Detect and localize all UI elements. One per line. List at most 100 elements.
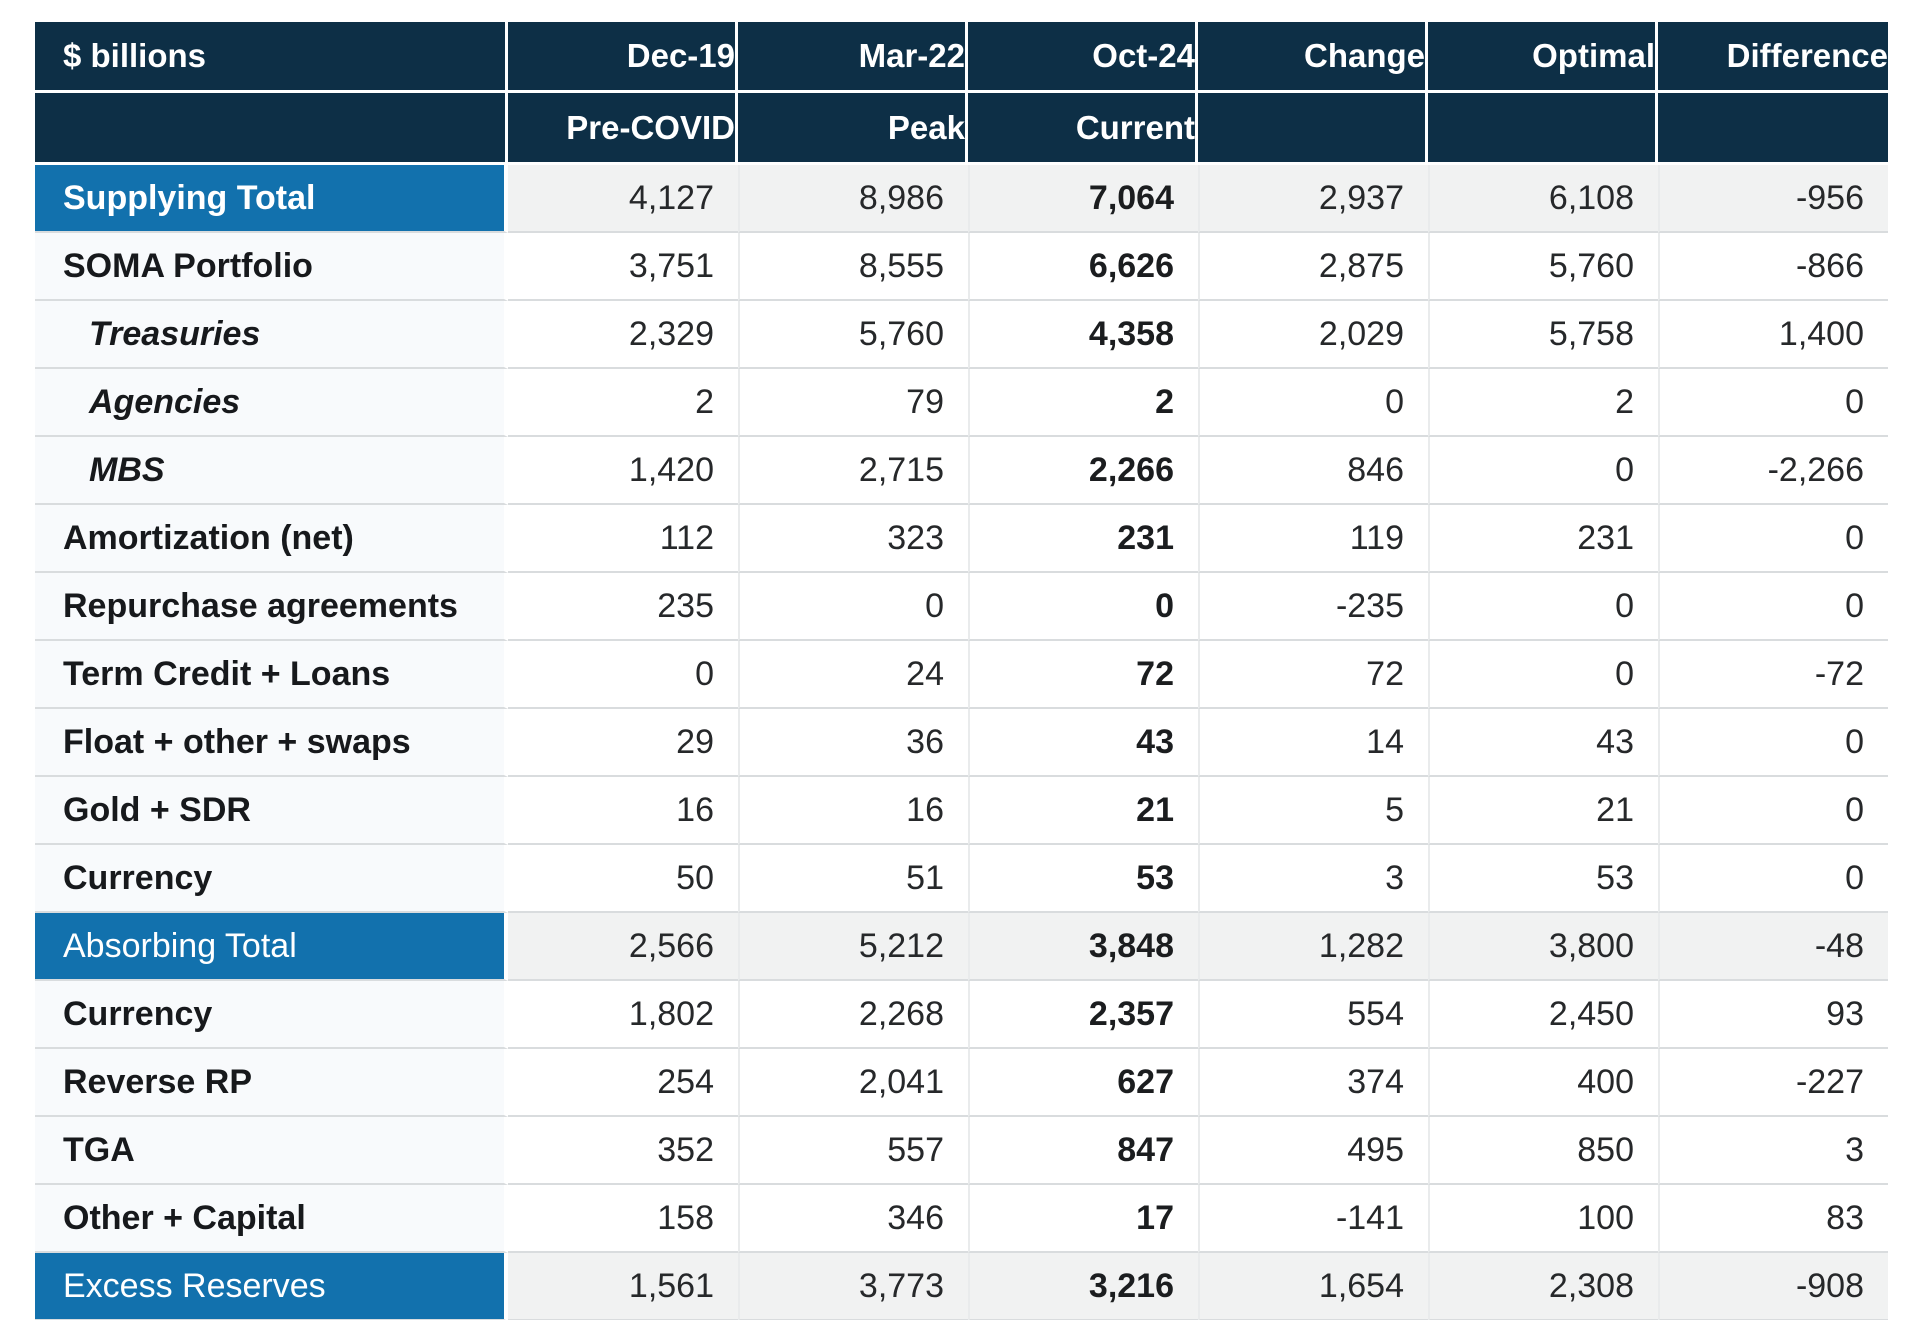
cell-optimal: 2,308 [1428, 1253, 1658, 1320]
row-label: Supplying Total [35, 165, 508, 233]
column-header-oct24: Oct-24 [968, 22, 1198, 93]
cell-difference: 0 [1658, 709, 1888, 777]
cell-mar22: 557 [738, 1117, 968, 1185]
row-label: Other + Capital [35, 1185, 508, 1253]
column-subheader-difference [1658, 93, 1888, 165]
cell-difference: 3 [1658, 1117, 1888, 1185]
cell-difference: 0 [1658, 505, 1888, 573]
cell-change: -141 [1198, 1185, 1428, 1253]
header-row-periods: $ billions Dec-19 Mar-22 Oct-24 Change Optim… [35, 22, 1888, 93]
cell-oct24: 7,064 [968, 165, 1198, 233]
cell-optimal: 2,450 [1428, 981, 1658, 1049]
units-label: $ billions [35, 22, 508, 93]
cell-change: 3 [1198, 845, 1428, 913]
cell-change: 2,937 [1198, 165, 1428, 233]
row-label: Gold + SDR [35, 777, 508, 845]
cell-optimal: 53 [1428, 845, 1658, 913]
cell-dec19: 1,420 [508, 437, 738, 505]
cell-dec19: 254 [508, 1049, 738, 1117]
cell-dec19: 50 [508, 845, 738, 913]
cell-optimal: 43 [1428, 709, 1658, 777]
cell-oct24: 4,358 [968, 301, 1198, 369]
row-label: Absorbing Total [35, 913, 508, 981]
column-subheader-oct24: Current [968, 93, 1198, 165]
row-label: TGA [35, 1117, 508, 1185]
cell-change: 1,654 [1198, 1253, 1428, 1320]
cell-optimal: 400 [1428, 1049, 1658, 1117]
cell-difference: -48 [1658, 913, 1888, 981]
column-subheader-change [1198, 93, 1428, 165]
cell-mar22: 36 [738, 709, 968, 777]
cell-optimal: 850 [1428, 1117, 1658, 1185]
row-label: Reverse RP [35, 1049, 508, 1117]
cell-difference: -956 [1658, 165, 1888, 233]
cell-oct24: 3,216 [968, 1253, 1198, 1320]
table-row: TGA 352 557 847 495 850 3 [35, 1117, 1888, 1185]
table-row: Agencies 2 79 2 0 2 0 [35, 369, 1888, 437]
cell-optimal: 0 [1428, 437, 1658, 505]
row-label: MBS [35, 437, 508, 505]
cell-mar22: 5,212 [738, 913, 968, 981]
row-label: Amortization (net) [35, 505, 508, 573]
cell-difference: 83 [1658, 1185, 1888, 1253]
cell-change: 554 [1198, 981, 1428, 1049]
column-header-mar22: Mar-22 [738, 22, 968, 93]
cell-change: -235 [1198, 573, 1428, 641]
cell-optimal: 5,760 [1428, 233, 1658, 301]
cell-dec19: 2,566 [508, 913, 738, 981]
cell-oct24: 72 [968, 641, 1198, 709]
units-label-spacer [35, 93, 508, 165]
cell-change: 72 [1198, 641, 1428, 709]
fed-balance-sheet-table: $ billions Dec-19 Mar-22 Oct-24 Change Optim… [35, 22, 1888, 1320]
cell-change: 5 [1198, 777, 1428, 845]
cell-dec19: 3,751 [508, 233, 738, 301]
cell-oct24: 231 [968, 505, 1198, 573]
cell-difference: -866 [1658, 233, 1888, 301]
table-row: Amortization (net) 112 323 231 119 231 0 [35, 505, 1888, 573]
table-row: Supplying Total 4,127 8,986 7,064 2,937 6,108… [35, 165, 1888, 233]
cell-oct24: 847 [968, 1117, 1198, 1185]
table-row: Other + Capital 158 346 17 -141 100 83 [35, 1185, 1888, 1253]
column-subheader-optimal [1428, 93, 1658, 165]
cell-mar22: 0 [738, 573, 968, 641]
cell-difference: -2,266 [1658, 437, 1888, 505]
cell-change: 14 [1198, 709, 1428, 777]
table-row: Repurchase agreements 235 0 0 -235 0 0 [35, 573, 1888, 641]
cell-optimal: 3,800 [1428, 913, 1658, 981]
row-label: Float + other + swaps [35, 709, 508, 777]
cell-dec19: 2 [508, 369, 738, 437]
cell-oct24: 53 [968, 845, 1198, 913]
cell-difference: 0 [1658, 573, 1888, 641]
cell-dec19: 1,802 [508, 981, 738, 1049]
row-label: Currency [35, 845, 508, 913]
cell-dec19: 2,329 [508, 301, 738, 369]
cell-difference: 1,400 [1658, 301, 1888, 369]
cell-change: 2,029 [1198, 301, 1428, 369]
table-row: Reverse RP 254 2,041 627 374 400 -227 [35, 1049, 1888, 1117]
row-label: Term Credit + Loans [35, 641, 508, 709]
row-label: Currency [35, 981, 508, 1049]
row-label: SOMA Portfolio [35, 233, 508, 301]
row-label: Agencies [35, 369, 508, 437]
cell-difference: -908 [1658, 1253, 1888, 1320]
column-header-change: Change [1198, 22, 1428, 93]
cell-change: 1,282 [1198, 913, 1428, 981]
cell-change: 846 [1198, 437, 1428, 505]
cell-oct24: 43 [968, 709, 1198, 777]
table-body: Supplying Total 4,127 8,986 7,064 2,937 6,108… [35, 165, 1888, 1320]
cell-optimal: 6,108 [1428, 165, 1658, 233]
cell-oct24: 6,626 [968, 233, 1198, 301]
cell-optimal: 21 [1428, 777, 1658, 845]
table-row: Gold + SDR 16 16 21 5 21 0 [35, 777, 1888, 845]
table-row: MBS 1,420 2,715 2,266 846 0 -2,266 [35, 437, 1888, 505]
cell-oct24: 3,848 [968, 913, 1198, 981]
cell-dec19: 112 [508, 505, 738, 573]
cell-mar22: 2,041 [738, 1049, 968, 1117]
cell-dec19: 4,127 [508, 165, 738, 233]
cell-difference: 0 [1658, 369, 1888, 437]
table-row: Currency 50 51 53 3 53 0 [35, 845, 1888, 913]
cell-difference: -227 [1658, 1049, 1888, 1117]
cell-mar22: 5,760 [738, 301, 968, 369]
cell-optimal: 2 [1428, 369, 1658, 437]
